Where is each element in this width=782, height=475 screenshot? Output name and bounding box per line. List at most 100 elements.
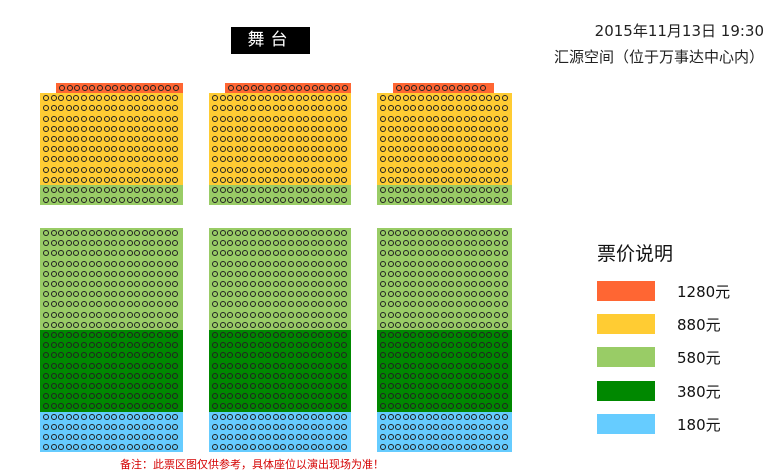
seat[interactable] xyxy=(463,403,470,410)
seat[interactable] xyxy=(219,352,226,359)
seat[interactable] xyxy=(134,423,141,430)
seat[interactable] xyxy=(118,403,125,410)
seat[interactable] xyxy=(387,372,394,379)
seat[interactable] xyxy=(501,321,508,328)
seat[interactable] xyxy=(471,342,478,349)
seat[interactable] xyxy=(265,197,272,204)
seat[interactable] xyxy=(387,444,394,451)
seat[interactable] xyxy=(295,332,302,339)
seat[interactable] xyxy=(341,95,348,102)
seat[interactable] xyxy=(126,362,133,369)
seat[interactable] xyxy=(65,197,72,204)
seat[interactable] xyxy=(58,166,65,173)
seat[interactable] xyxy=(88,115,95,122)
seat[interactable] xyxy=(73,383,80,390)
seat[interactable] xyxy=(501,176,508,183)
seat[interactable] xyxy=(141,250,148,257)
seat[interactable] xyxy=(318,434,325,441)
seat[interactable] xyxy=(43,393,49,400)
seat[interactable] xyxy=(265,403,272,410)
seat[interactable] xyxy=(73,197,80,204)
seat[interactable] xyxy=(43,230,49,237)
seat[interactable] xyxy=(486,260,493,267)
seat[interactable] xyxy=(440,393,447,400)
seat[interactable] xyxy=(471,240,478,247)
seat[interactable] xyxy=(149,115,156,122)
seat[interactable] xyxy=(272,403,279,410)
seat[interactable] xyxy=(395,240,402,247)
seat[interactable] xyxy=(303,85,310,92)
seat[interactable] xyxy=(50,342,57,349)
seat[interactable] xyxy=(65,362,72,369)
seat[interactable] xyxy=(448,403,455,410)
seat[interactable] xyxy=(141,260,148,267)
seat[interactable] xyxy=(455,342,462,349)
seat[interactable] xyxy=(156,176,163,183)
seat[interactable] xyxy=(265,301,272,308)
seat[interactable] xyxy=(249,393,256,400)
seat[interactable] xyxy=(425,444,432,451)
seat[interactable] xyxy=(164,301,171,308)
seat[interactable] xyxy=(134,156,141,163)
seat[interactable] xyxy=(325,105,332,112)
seat[interactable] xyxy=(134,105,141,112)
seat[interactable] xyxy=(493,423,500,430)
seat[interactable] xyxy=(410,332,417,339)
seat[interactable] xyxy=(303,444,310,451)
seat[interactable] xyxy=(272,321,279,328)
seat[interactable] xyxy=(118,146,125,153)
seat[interactable] xyxy=(141,105,148,112)
seat[interactable] xyxy=(440,332,447,339)
seat[interactable] xyxy=(325,311,332,318)
seat[interactable] xyxy=(395,372,402,379)
seat[interactable] xyxy=(58,342,65,349)
seat[interactable] xyxy=(486,240,493,247)
seat[interactable] xyxy=(402,270,409,277)
seat[interactable] xyxy=(118,321,125,328)
seat[interactable] xyxy=(219,362,226,369)
seat[interactable] xyxy=(219,197,226,204)
seat[interactable] xyxy=(156,342,163,349)
seat[interactable] xyxy=(486,311,493,318)
seat[interactable] xyxy=(318,332,325,339)
seat[interactable] xyxy=(134,444,141,451)
seat[interactable] xyxy=(156,125,163,132)
seat[interactable] xyxy=(118,352,125,359)
seat[interactable] xyxy=(280,187,287,194)
seat[interactable] xyxy=(471,403,478,410)
seat[interactable] xyxy=(333,115,340,122)
seat[interactable] xyxy=(50,197,57,204)
seat[interactable] xyxy=(486,250,493,257)
seat[interactable] xyxy=(417,197,424,204)
seat[interactable] xyxy=(96,250,103,257)
seat[interactable] xyxy=(448,95,455,102)
seat[interactable] xyxy=(287,403,294,410)
seat[interactable] xyxy=(395,115,402,122)
seat[interactable] xyxy=(119,85,126,92)
seat[interactable] xyxy=(433,332,440,339)
seat[interactable] xyxy=(118,105,125,112)
seat[interactable] xyxy=(478,383,485,390)
seat[interactable] xyxy=(433,372,440,379)
seat[interactable] xyxy=(417,434,424,441)
seat[interactable] xyxy=(172,197,179,204)
seat[interactable] xyxy=(325,270,332,277)
seat[interactable] xyxy=(425,260,432,267)
seat[interactable] xyxy=(287,281,294,288)
seat[interactable] xyxy=(295,146,302,153)
seat[interactable] xyxy=(310,240,317,247)
seat[interactable] xyxy=(149,301,156,308)
seat[interactable] xyxy=(257,250,264,257)
seat[interactable] xyxy=(410,403,417,410)
seat[interactable] xyxy=(417,260,424,267)
seat[interactable] xyxy=(88,230,95,237)
seat[interactable] xyxy=(425,240,432,247)
seat[interactable] xyxy=(43,156,49,163)
seat[interactable] xyxy=(402,321,409,328)
seat[interactable] xyxy=(402,125,409,132)
seat[interactable] xyxy=(486,301,493,308)
seat[interactable] xyxy=(479,85,486,92)
seat[interactable] xyxy=(73,423,80,430)
seat[interactable] xyxy=(126,125,133,132)
seat[interactable] xyxy=(80,444,87,451)
